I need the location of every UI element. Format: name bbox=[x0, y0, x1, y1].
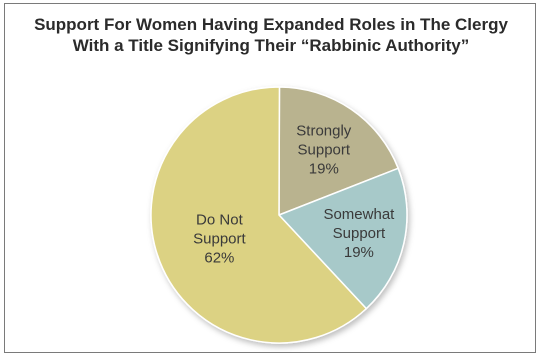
slice-name-label: Support bbox=[193, 230, 246, 247]
chart-title: Support For Women Having Expanded Roles … bbox=[5, 14, 537, 56]
pie-slice-strongly-support bbox=[278, 86, 400, 217]
pie-labels: Strongly Support 19% Somewhat Support 19% Do N… bbox=[193, 123, 395, 267]
slice-label: Somewhat Support 19% bbox=[323, 206, 395, 261]
pie-slice-do-not-support bbox=[150, 86, 368, 344]
pie-slice-somewhat-support bbox=[277, 167, 408, 310]
slice-name-label: Somewhat bbox=[323, 206, 395, 223]
pie-slices bbox=[150, 86, 408, 344]
slice-label: Strongly Support 19% bbox=[296, 123, 352, 178]
slice-name-label: Support bbox=[333, 225, 386, 242]
slice-value-label: 62% bbox=[204, 249, 234, 266]
slice-value-label: 19% bbox=[344, 244, 374, 261]
slice-name-label: Do Not bbox=[196, 211, 244, 228]
slice-value-label: 19% bbox=[309, 161, 339, 178]
chart-title-line-2: With a Title Signifying Their “Rabbinic … bbox=[72, 36, 470, 55]
slice-name-label: Strongly bbox=[296, 123, 352, 140]
slice-name-label: Support bbox=[298, 142, 351, 159]
slice-label: Do Not Support 62% bbox=[193, 211, 246, 266]
chart-title-line-1: Support For Women Having Expanded Roles … bbox=[34, 15, 508, 34]
